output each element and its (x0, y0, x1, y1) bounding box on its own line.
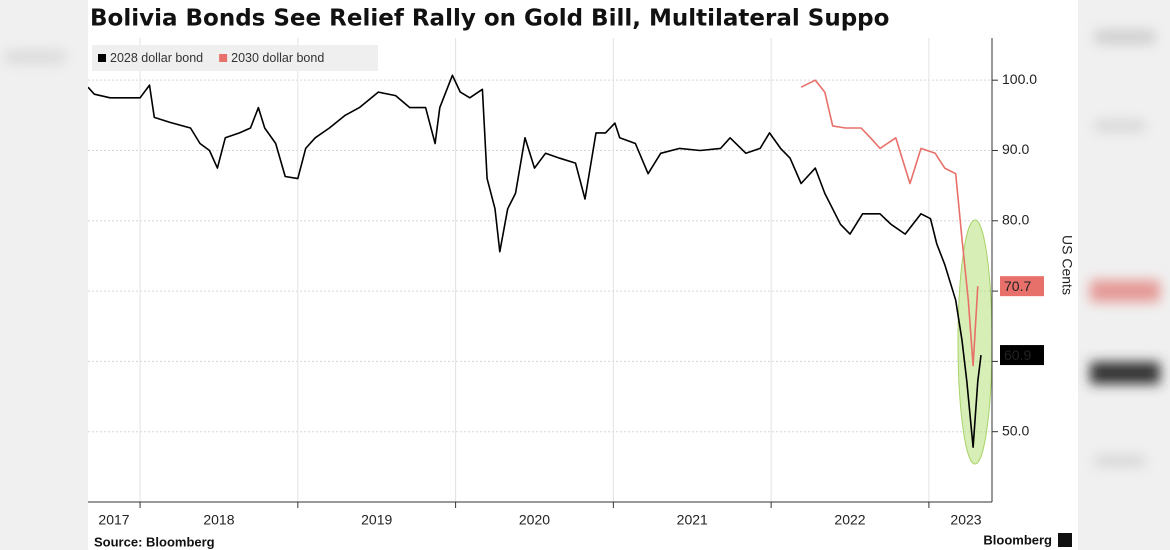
blurred-background (5, 30, 1160, 467)
chart-panel (88, 0, 1078, 550)
x-tick-label: 2018 (203, 512, 234, 528)
legend-swatch (98, 54, 106, 62)
last-value-box (1000, 345, 1044, 366)
y-tick-label: 90.0 (1002, 141, 1029, 157)
legend-items: 2028 dollar bond 2030 dollar bond (98, 51, 324, 65)
y-tick-label: 50.0 (1002, 422, 1029, 438)
x-tick-label: 2017 (98, 512, 129, 528)
chart-title: Bolivia Bonds See Relief Rally on Gold B… (90, 6, 889, 32)
y-tick-label: 100.0 (1002, 71, 1037, 87)
y-tick-label: 80.0 (1002, 211, 1029, 227)
last-value-label: 70.7 (1004, 278, 1031, 294)
legend-swatch (219, 54, 228, 62)
x-tick-label: 2023 (950, 512, 981, 528)
x-tick-label: 2019 (361, 512, 392, 528)
x-tick-label: 2022 (834, 512, 865, 528)
grid (88, 38, 992, 502)
legend (92, 45, 378, 71)
axes: 50.060.070.080.090.0100.0201720182019202… (88, 38, 1044, 528)
legend-label: 2030 dollar bond (231, 51, 324, 65)
source: Source: Bloomberg (94, 534, 215, 549)
last-value-label: 60.9 (1004, 347, 1031, 363)
y-axis-label: US Cents (1059, 235, 1075, 295)
brand-logo (1058, 533, 1072, 547)
last-value-box (1000, 276, 1044, 297)
plot-area (88, 74, 982, 448)
series-line (88, 74, 982, 448)
x-tick-label: 2021 (677, 512, 708, 528)
series-line (800, 79, 979, 367)
x-tick-label: 2020 (519, 512, 550, 528)
brand: Bloomberg (983, 532, 1052, 547)
legend-label: 2028 dollar bond (110, 51, 203, 65)
